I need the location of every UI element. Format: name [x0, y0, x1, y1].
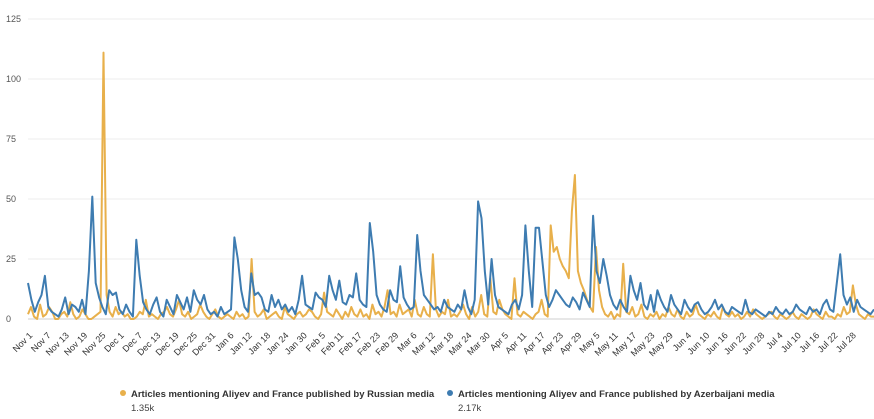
- grid-lines: [28, 18, 874, 320]
- series-lines: [27, 51, 874, 320]
- y-tick-label: 0: [6, 314, 11, 324]
- y-tick-label: 75: [6, 134, 16, 144]
- y-tick-label: 125: [6, 14, 21, 24]
- legend-russian-media[interactable]: Articles mentioning Aliyev and France pu…: [120, 389, 434, 414]
- legend-marker-russian: [120, 390, 126, 396]
- legend-label-azerbaijani: Articles mentioning Aliyev and France pu…: [458, 389, 775, 400]
- x-tick-label: Jul 28: [834, 330, 858, 354]
- legend-marker-azerbaijani: [447, 390, 453, 396]
- x-tick-label: Dec 1: [102, 330, 126, 354]
- series-line-russian: [27, 51, 874, 320]
- legend-label-russian: Articles mentioning Aliyev and France pu…: [131, 389, 435, 400]
- legend-total-russian: 1.35k: [131, 403, 155, 414]
- x-tick-label: Nov 1: [11, 330, 35, 354]
- y-tick-label: 25: [6, 254, 16, 264]
- y-tick-label: 50: [6, 194, 16, 204]
- series-line-azerbaijani: [27, 195, 874, 318]
- legend-azerbaijani-media[interactable]: Articles mentioning Aliyev and France pu…: [447, 389, 775, 414]
- legend-total-azerbaijani: 2.17k: [458, 403, 482, 414]
- y-tick-label: 100: [6, 74, 21, 84]
- y-axis: 0 25 50 75 100 125: [6, 14, 21, 324]
